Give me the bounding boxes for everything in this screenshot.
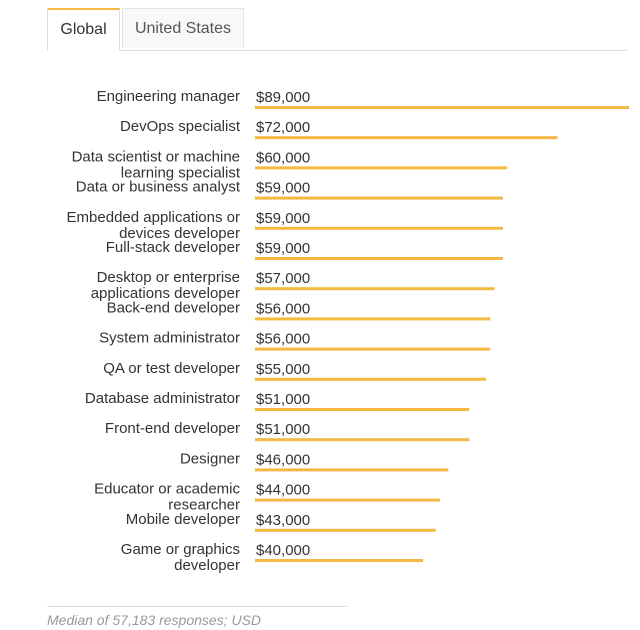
bar[interactable]	[255, 136, 558, 140]
bar[interactable]	[255, 106, 629, 109]
bar[interactable]	[255, 377, 487, 381]
category-label: Embedded applications or devices develope…	[67, 209, 240, 242]
tab-global[interactable]: Global	[47, 8, 120, 51]
bar[interactable]	[255, 347, 491, 351]
category-label: Mobile developer	[126, 511, 240, 528]
category-label: Data or business analyst	[76, 179, 241, 196]
category-label: Designer	[180, 450, 240, 467]
value-label: $43,000	[256, 512, 310, 529]
category-label: Database administrator	[85, 390, 240, 407]
value-label: $55,000	[256, 361, 310, 378]
value-label: $56,000	[256, 300, 310, 317]
category-label: Full-stack developer	[106, 239, 240, 256]
value-label: $40,000	[256, 542, 310, 559]
bar[interactable]	[255, 408, 470, 411]
value-label: $59,000	[256, 210, 310, 227]
value-label: $59,000	[256, 180, 310, 197]
category-label: Engineering manager	[97, 88, 240, 105]
category-label: Educator or academic researcher	[94, 481, 240, 514]
bar[interactable]	[255, 257, 503, 260]
value-label: $59,000	[256, 240, 310, 257]
salary-bar-chart: Engineering manager $89,000 DevOps special…	[67, 88, 629, 574]
value-label: $60,000	[256, 149, 310, 166]
bar[interactable]	[255, 438, 470, 442]
category-label: Game or graphics developer	[121, 541, 240, 574]
category-label: Back-end developer	[107, 299, 240, 316]
value-label: $51,000	[256, 421, 310, 438]
category-label: Desktop or enterprise applications develo…	[91, 269, 240, 302]
bar[interactable]	[255, 559, 424, 562]
category-label: Front-end developer	[105, 420, 240, 437]
tab-united-states[interactable]: United States	[122, 8, 244, 48]
category-label: DevOps specialist	[120, 118, 241, 135]
tab-bar: Global United States	[47, 8, 627, 51]
bar[interactable]	[255, 498, 440, 502]
chart-footnote: Median of 57,183 responses; USD	[47, 606, 347, 628]
category-label: QA or test developer	[103, 360, 240, 377]
bar[interactable]	[255, 196, 503, 200]
value-label: $46,000	[256, 451, 310, 468]
bar[interactable]	[255, 166, 508, 170]
bar[interactable]	[255, 317, 491, 321]
category-label: Data scientist or machine learning specia…	[72, 148, 241, 181]
bar[interactable]	[255, 528, 436, 532]
value-label: $57,000	[256, 270, 310, 287]
value-label: $51,000	[256, 391, 310, 408]
value-label: $44,000	[256, 482, 310, 499]
category-label: System administrator	[99, 330, 240, 347]
value-label: $72,000	[256, 119, 310, 136]
value-label: $89,000	[256, 89, 310, 106]
bar[interactable]	[255, 287, 495, 291]
bar[interactable]	[255, 468, 449, 472]
value-label: $56,000	[256, 331, 310, 348]
bar[interactable]	[255, 226, 503, 230]
